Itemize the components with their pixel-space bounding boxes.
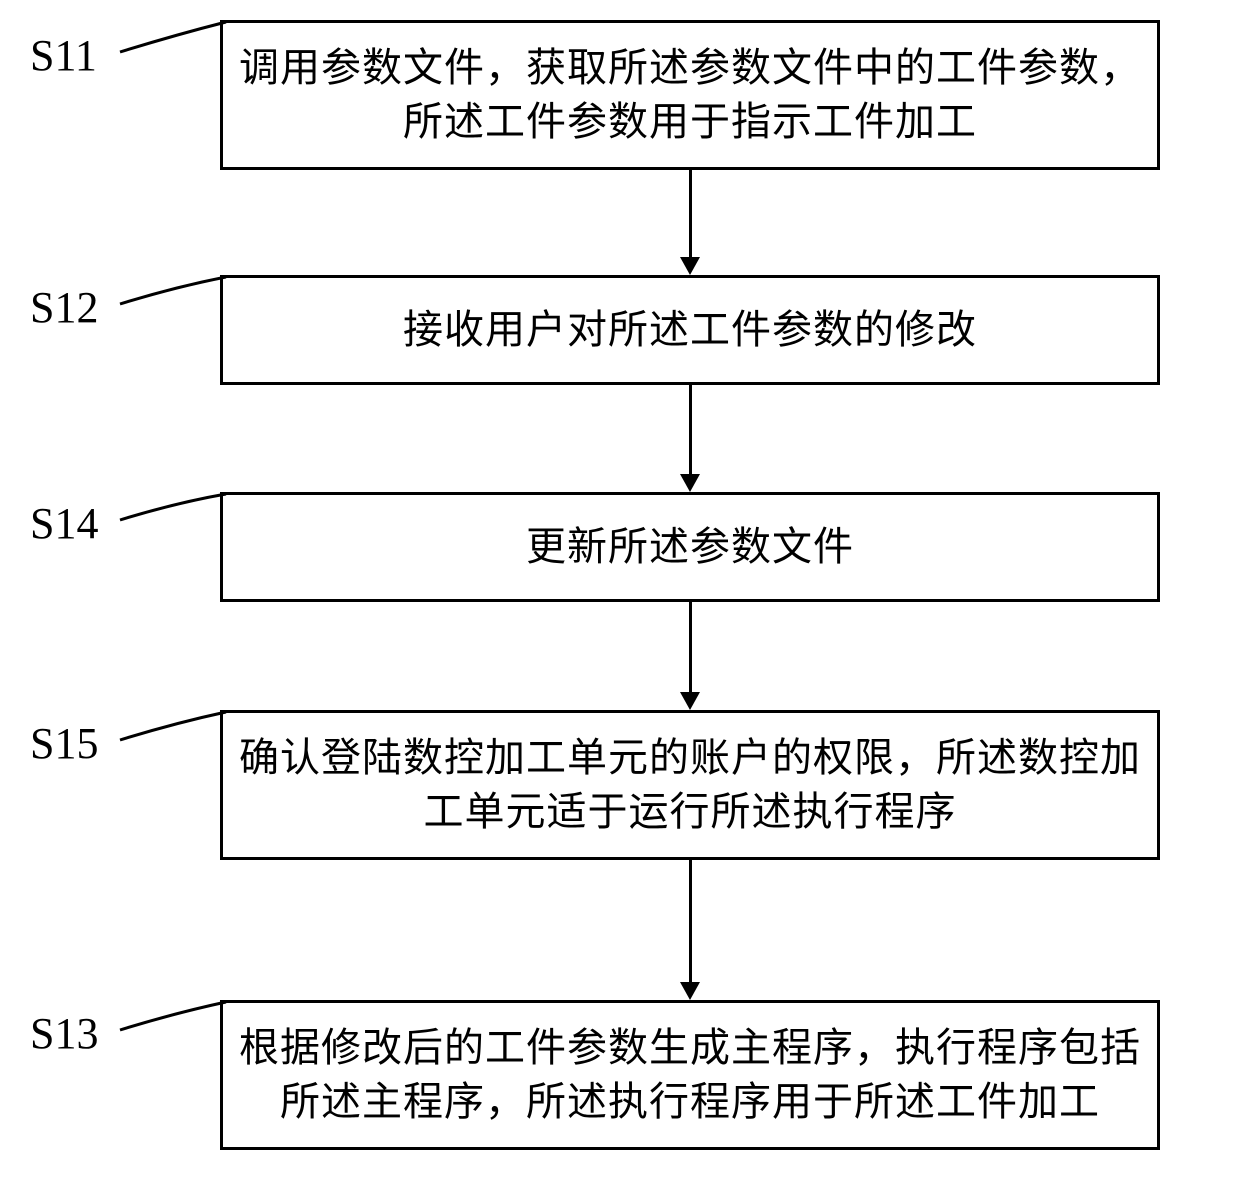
leader-s13 [116,998,230,1034]
flow-node-text: 根据修改后的工件参数生成主程序，执行程序包括所述主程序，所述执行程序用于所述工件… [237,1021,1143,1129]
flow-node-text: 确认登陆数控加工单元的账户的权限，所述数控加工单元适于运行所述执行程序 [237,731,1143,839]
flow-label-s12: S12 [30,282,98,333]
flow-node-s14: 更新所述参数文件 [220,492,1160,602]
flow-node-text: 更新所述参数文件 [526,520,854,574]
flow-node-s11: 调用参数文件，获取所述参数文件中的工件参数，所述工件参数用于指示工件加工 [220,20,1160,170]
edge-line-0 [689,170,692,257]
edge-line-3 [689,860,692,982]
flowchart-stage: 调用参数文件，获取所述参数文件中的工件参数，所述工件参数用于指示工件加工 S11 接… [0,0,1240,1188]
edge-line-2 [689,602,692,692]
flow-label-s14: S14 [30,498,98,549]
flow-label-s15: S15 [30,718,98,769]
flow-label-s13: S13 [30,1008,98,1059]
flow-node-s13: 根据修改后的工件参数生成主程序，执行程序包括所述主程序，所述执行程序用于所述工件… [220,1000,1160,1150]
leader-s12 [116,273,230,308]
leader-s11 [116,18,230,56]
flow-label-s11: S11 [30,30,97,81]
flow-node-text: 接收用户对所述工件参数的修改 [403,303,977,357]
edge-line-1 [689,385,692,474]
flow-node-s12: 接收用户对所述工件参数的修改 [220,275,1160,385]
edge-arrow-1 [680,474,700,492]
leader-s15 [116,708,230,744]
leader-s14 [116,490,230,524]
flow-node-s15: 确认登陆数控加工单元的账户的权限，所述数控加工单元适于运行所述执行程序 [220,710,1160,860]
edge-arrow-0 [680,257,700,275]
flow-node-text: 调用参数文件，获取所述参数文件中的工件参数，所述工件参数用于指示工件加工 [237,41,1143,149]
edge-arrow-2 [680,692,700,710]
edge-arrow-3 [680,982,700,1000]
